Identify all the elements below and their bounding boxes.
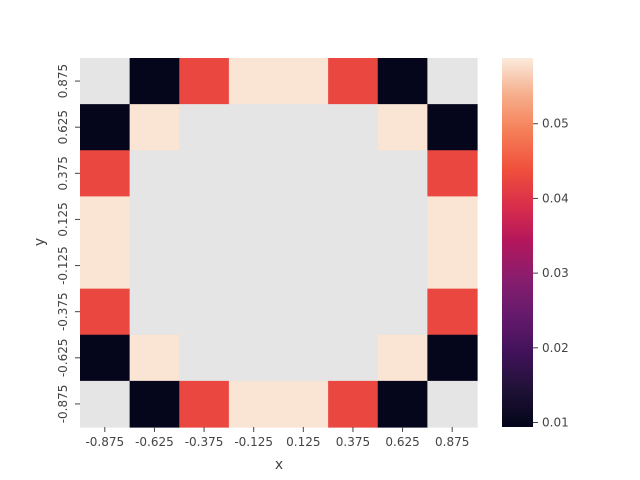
x-tick-label: -0.875 xyxy=(85,435,124,449)
heatmap-cell xyxy=(328,242,379,290)
colorbar-tick-label: 0.02 xyxy=(542,341,569,355)
colorbar-tick-label: 0.03 xyxy=(542,266,569,280)
heatmap-cell xyxy=(80,334,131,382)
y-axis-label: y xyxy=(32,238,48,246)
heatmap-cell xyxy=(278,104,329,151)
colorbar-ticks: 0.01 0.02 0.03 0.04 0.05 xyxy=(533,117,569,430)
heatmap-cell xyxy=(80,242,131,290)
colorbar-tick-label: 0.04 xyxy=(542,191,569,205)
heatmap-cell xyxy=(129,334,180,382)
heatmap-cell xyxy=(129,104,180,151)
heatmap-cell xyxy=(228,380,280,428)
heatmap-cell xyxy=(278,150,329,197)
heatmap-cell xyxy=(278,334,329,382)
heatmap-cell xyxy=(377,334,428,382)
y-tick-label: 0.875 xyxy=(56,64,70,98)
heatmap-cell xyxy=(179,196,230,244)
heatmap-cell xyxy=(129,242,180,290)
heatmap-cell xyxy=(80,196,131,244)
heatmap-cell xyxy=(427,242,478,290)
heatmap-cell xyxy=(328,196,379,244)
heatmap-cell xyxy=(179,380,230,428)
heatmap-cell xyxy=(427,196,478,244)
heatmap-cell xyxy=(427,334,478,382)
heatmap-cell xyxy=(179,242,230,290)
heatmap-cell xyxy=(427,150,478,197)
heatmap-cell xyxy=(228,334,280,382)
x-axis: -0.875 -0.625 -0.375 -0.125 0.125 0.375 0.625 0… xyxy=(85,427,469,449)
heatmap-cell xyxy=(228,288,280,336)
heatmap-cell xyxy=(377,242,428,290)
heatmap-cell xyxy=(427,104,478,151)
heatmap-cell xyxy=(179,288,230,336)
heatmap-cell xyxy=(377,380,428,428)
heatmap-cell xyxy=(328,104,379,151)
y-axis: 0.875 0.625 0.375 0.125 -0.125 -0.375 -0.625 -0… xyxy=(56,64,80,423)
heatmap-cell xyxy=(179,58,230,105)
colorbar-tick-label: 0.05 xyxy=(542,117,569,131)
heatmap-cell xyxy=(328,58,379,105)
heatmap-cell xyxy=(377,196,428,244)
heatmap-cell xyxy=(427,288,478,336)
heatmap-cell xyxy=(377,104,428,151)
y-tick-label: 0.625 xyxy=(56,110,70,144)
heatmap-cell xyxy=(179,104,230,151)
heatmap-cell xyxy=(328,334,379,382)
heatmap-cell xyxy=(278,58,329,105)
y-tick-label: -0.375 xyxy=(56,292,70,331)
x-tick-label: 0.125 xyxy=(286,435,320,449)
heatmap-cell xyxy=(278,380,329,428)
heatmap-cell xyxy=(278,196,329,244)
heatmap-cell xyxy=(228,58,280,105)
y-tick-label: -0.875 xyxy=(56,385,70,424)
colorbar-tick-label: 0.01 xyxy=(542,416,569,430)
heatmap-cell xyxy=(328,380,379,428)
x-tick-label: 0.375 xyxy=(336,435,370,449)
x-tick-label: -0.125 xyxy=(234,435,273,449)
colorbar xyxy=(502,58,533,427)
y-tick-label: 0.375 xyxy=(56,156,70,190)
x-tick-label: -0.375 xyxy=(185,435,224,449)
heatmap-cell xyxy=(80,104,131,151)
heatmap-cell xyxy=(228,150,280,197)
heatmap-cell xyxy=(129,380,180,428)
x-tick-label: 0.625 xyxy=(385,435,419,449)
heatmap-cell xyxy=(228,242,280,290)
heatmap-cell xyxy=(427,380,478,428)
x-tick-label: -0.625 xyxy=(135,435,174,449)
heatmap-cell xyxy=(328,150,379,197)
x-axis-label: x xyxy=(275,457,283,473)
heatmap-cell xyxy=(80,380,131,428)
heatmap-cell xyxy=(377,58,428,105)
heatmap-cell xyxy=(80,288,131,336)
heatmap-cell xyxy=(278,288,329,336)
heatmap-cell xyxy=(377,150,428,197)
heatmap-cell xyxy=(129,58,180,105)
heatmap-cell xyxy=(228,104,280,151)
heatmap-cell xyxy=(80,150,131,197)
y-tick-label: 0.125 xyxy=(56,202,70,236)
heatmap-cell xyxy=(179,334,230,382)
heatmap-cell xyxy=(427,58,478,105)
heatmap-cell xyxy=(80,58,131,105)
y-tick-label: -0.125 xyxy=(56,246,70,285)
heatmap-cell xyxy=(228,196,280,244)
heatmap-cells xyxy=(80,58,478,428)
heatmap-cell xyxy=(129,196,180,244)
heatmap-cell xyxy=(129,150,180,197)
heatmap-cell xyxy=(129,288,180,336)
heatmap-cell xyxy=(179,150,230,197)
heatmap-cell xyxy=(328,288,379,336)
heatmap-cell xyxy=(377,288,428,336)
heatmap-cell xyxy=(278,242,329,290)
x-tick-label: 0.875 xyxy=(435,435,469,449)
y-tick-label: -0.625 xyxy=(56,338,70,377)
